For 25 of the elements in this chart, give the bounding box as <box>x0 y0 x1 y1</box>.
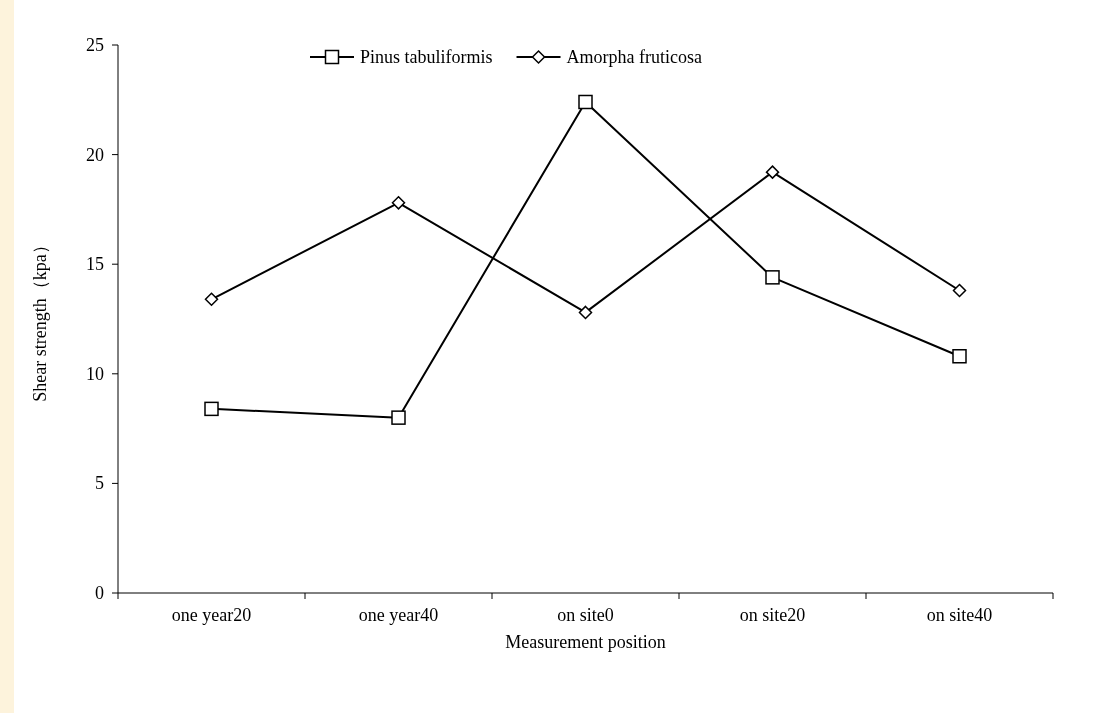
x-tick-label: on site0 <box>557 605 614 625</box>
y-axis-title: Shear strength（kpa） <box>30 236 50 402</box>
x-axis-title: Measurement position <box>505 632 666 652</box>
point <box>765 165 780 179</box>
point <box>578 94 593 110</box>
legend-label: Amorpha fruticosa <box>566 47 702 67</box>
x-tick-label: on site20 <box>739 605 806 625</box>
y-tick-label: 0 <box>95 583 104 603</box>
point <box>952 283 967 298</box>
y-tick-label: 5 <box>95 473 104 494</box>
point <box>391 196 406 210</box>
point <box>952 349 967 364</box>
x-tick-label: on site40 <box>926 605 993 625</box>
point <box>765 270 780 285</box>
y-tick-label: 20 <box>86 144 104 165</box>
legend-label: Pinus tabuliformis <box>360 47 493 67</box>
point <box>204 292 219 307</box>
y-tick-label: 25 <box>86 35 104 55</box>
x-tick-label: one year40 <box>358 605 439 625</box>
point <box>578 305 593 320</box>
y-tick-label: 10 <box>86 363 104 384</box>
point <box>391 410 406 425</box>
y-tick-label: 15 <box>86 254 104 275</box>
x-tick-label: one year20 <box>171 605 252 625</box>
point <box>204 401 219 417</box>
